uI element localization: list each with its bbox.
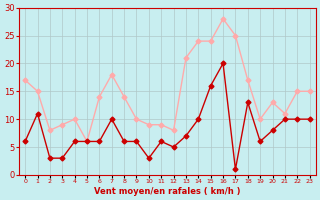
X-axis label: Vent moyen/en rafales ( km/h ): Vent moyen/en rafales ( km/h ) — [94, 187, 241, 196]
